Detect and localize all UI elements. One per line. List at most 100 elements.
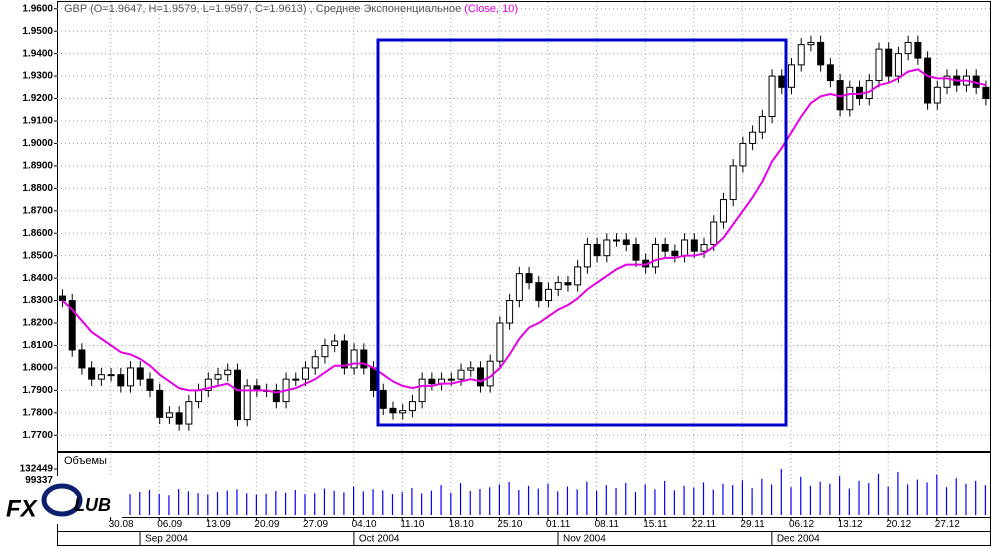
y-tick-label: 1.9600 (22, 3, 53, 14)
candle-body (797, 44, 805, 66)
y-tick-label: 1.9500 (22, 26, 53, 37)
candle-body (574, 266, 582, 286)
candle-body (768, 75, 776, 117)
logo: FX LUB (0, 476, 122, 524)
candle-body (136, 367, 144, 380)
candle-body (739, 142, 747, 167)
candle-body (719, 199, 727, 223)
candle-body (214, 374, 222, 380)
x-tick-label: 11.10 (400, 519, 425, 530)
x-tick-label: 27.09 (303, 519, 328, 530)
x-tick-label: 20.12 (886, 519, 911, 530)
candle-body (476, 367, 484, 387)
y-tick-label: 1.8200 (22, 318, 53, 329)
candle-body (272, 389, 280, 403)
y-tick-label: 1.9300 (22, 71, 53, 82)
y-tick-label: 1.8300 (22, 295, 53, 306)
candle-body (467, 367, 475, 371)
x-tick-label: 06.12 (789, 519, 814, 530)
candle-body (233, 369, 241, 421)
candle-body (593, 243, 601, 257)
candle-body (846, 86, 854, 111)
month-label: Dec 2004 (777, 534, 820, 545)
candle-body (379, 389, 387, 409)
y-tick-label: 1.8100 (22, 340, 53, 351)
candle-body (525, 273, 533, 284)
candle-body (651, 243, 659, 268)
candle-body (807, 41, 815, 46)
candle-body (535, 282, 543, 302)
candle-body (681, 239, 689, 257)
candle-body (729, 165, 737, 201)
price-pane (57, 1, 991, 452)
candle-body (613, 239, 621, 242)
x-tick-label: 15.11 (643, 519, 668, 530)
candle-body (515, 273, 523, 302)
candle-body (457, 369, 465, 380)
candle-body (924, 57, 932, 104)
candle-body (68, 300, 76, 351)
x-tick-label: 27.12 (935, 519, 960, 530)
candle-body (88, 367, 96, 380)
y-tick-label: 1.9200 (22, 93, 53, 104)
candle-body (778, 75, 786, 88)
candle-body (710, 221, 718, 245)
indicator-params: (Close, 10) (464, 3, 518, 15)
candle-body (788, 64, 795, 88)
candle-body (661, 243, 669, 252)
x-tick-label: 22.11 (692, 519, 717, 530)
candle-body (292, 378, 300, 381)
candle-body (554, 282, 562, 290)
candle-body (302, 367, 309, 380)
y-tick-label: 1.7900 (22, 385, 53, 396)
candle-body (175, 412, 183, 425)
y-tick-label: 1.8700 (22, 205, 53, 216)
x-tick-label: 20.09 (254, 519, 279, 530)
candle-body (360, 349, 368, 369)
candle-body (107, 374, 115, 377)
x-tick-label: 25.10 (497, 519, 522, 530)
candle-body (389, 407, 397, 414)
candle-body (321, 344, 329, 358)
candle-body (311, 356, 319, 369)
candle-body (59, 295, 66, 302)
y-tick-label: 1.8800 (22, 183, 53, 194)
candle-body (622, 239, 630, 245)
candle-body (204, 378, 212, 391)
month-label: Sep 2004 (145, 534, 188, 545)
x-tick-label: 08.11 (595, 519, 620, 530)
candle-body (506, 300, 514, 324)
candle-body (447, 378, 455, 381)
candle-body (331, 340, 339, 346)
month-label: Nov 2004 (563, 534, 606, 545)
y-tick-label: 1.8400 (22, 273, 53, 284)
x-tick-label: 13.12 (838, 519, 863, 530)
candle-body (943, 75, 951, 88)
y-tick-label: 1.8600 (22, 228, 53, 239)
month-label: Oct 2004 (359, 534, 400, 545)
candle-body (185, 401, 193, 425)
candle-body (117, 374, 125, 387)
candle-body (671, 250, 679, 257)
chart-header: GBP (O=1.9647, H=1.9579, L=1.9597, C=1.9… (64, 3, 518, 15)
candle-body (156, 389, 164, 418)
ema-line (61, 68, 987, 394)
logo-text: LUB (74, 495, 111, 515)
candle-body (97, 374, 105, 380)
x-tick-label: 30.08 (109, 519, 134, 530)
candle-body (875, 48, 883, 82)
candle-body (749, 131, 757, 144)
y-tick-label: 1.8900 (22, 161, 53, 172)
candle-body (817, 41, 825, 66)
candle-body (486, 360, 494, 387)
x-tick-label: 13.09 (206, 519, 231, 530)
indicator-name: , Среднее Экспоненциальное (307, 3, 465, 15)
volume-label: Объемы (64, 455, 107, 467)
candle-body (418, 378, 426, 403)
y-tick-label: 1.7700 (22, 430, 53, 441)
highlight-box (376, 38, 788, 427)
x-tick-label: 01.11 (546, 519, 571, 530)
candle-body (603, 239, 611, 257)
candle-body (146, 378, 154, 391)
